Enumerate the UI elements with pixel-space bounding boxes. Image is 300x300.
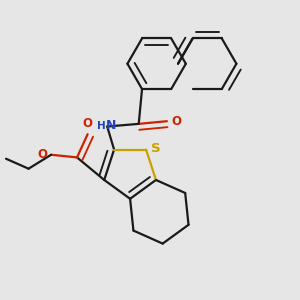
Text: N: N xyxy=(106,119,116,132)
Text: O: O xyxy=(82,116,93,130)
Text: S: S xyxy=(151,142,161,155)
Text: O: O xyxy=(37,148,47,161)
Text: H: H xyxy=(97,121,106,131)
Text: O: O xyxy=(171,115,181,128)
